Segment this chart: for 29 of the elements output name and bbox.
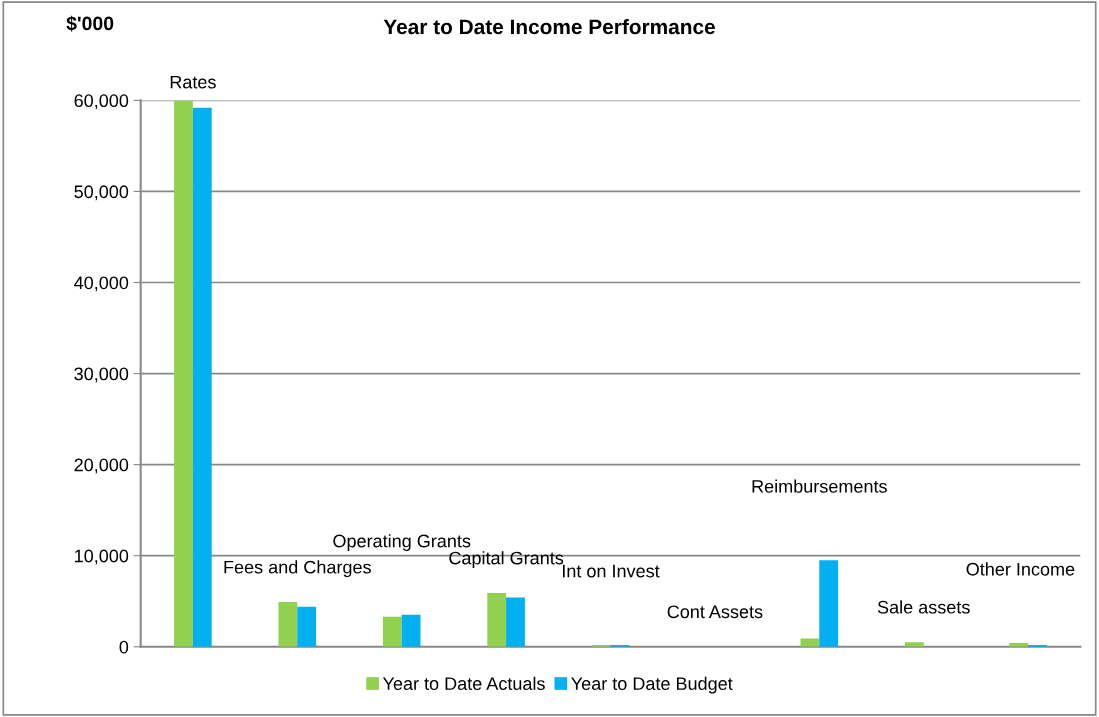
bar bbox=[487, 593, 507, 647]
bar bbox=[278, 602, 298, 647]
x-tick-label: Rates bbox=[170, 75, 216, 89]
x-tick-label: Sale assets bbox=[877, 600, 970, 614]
bar bbox=[382, 616, 402, 647]
x-tick-label: Reimbursements bbox=[752, 479, 887, 493]
legend-label: Year to Date Actuals bbox=[382, 676, 545, 691]
y-tick-label: 20,000 bbox=[74, 458, 129, 474]
y-tick-label: 50,000 bbox=[74, 185, 129, 201]
chart-title: Year to Date Income Performance bbox=[383, 18, 715, 35]
bar bbox=[174, 100, 193, 647]
bar bbox=[192, 107, 212, 647]
y-axis-title: $'000 bbox=[66, 15, 114, 32]
y-tick-label: 30,000 bbox=[74, 367, 129, 383]
x-tick-label: Capital Grants bbox=[449, 551, 564, 569]
bar bbox=[819, 560, 839, 647]
y-tick-label: 0 bbox=[119, 640, 129, 654]
y-tick-label: 60,000 bbox=[74, 94, 129, 110]
x-tick-label: Other Income bbox=[966, 562, 1075, 576]
x-tick-label: Cont Assets bbox=[667, 605, 763, 619]
x-tick-label: Fees and Charges bbox=[224, 560, 371, 578]
x-tick-label: Int on Invest bbox=[562, 564, 660, 578]
y-tick-label: 10,000 bbox=[75, 549, 129, 565]
bar bbox=[506, 597, 525, 647]
legend-label: Year to Date Budget bbox=[571, 676, 733, 694]
bar bbox=[401, 614, 421, 647]
y-tick-label: 40,000 bbox=[74, 276, 129, 292]
x-tick-label: Operating Grants bbox=[333, 534, 471, 551]
bar bbox=[297, 606, 317, 647]
